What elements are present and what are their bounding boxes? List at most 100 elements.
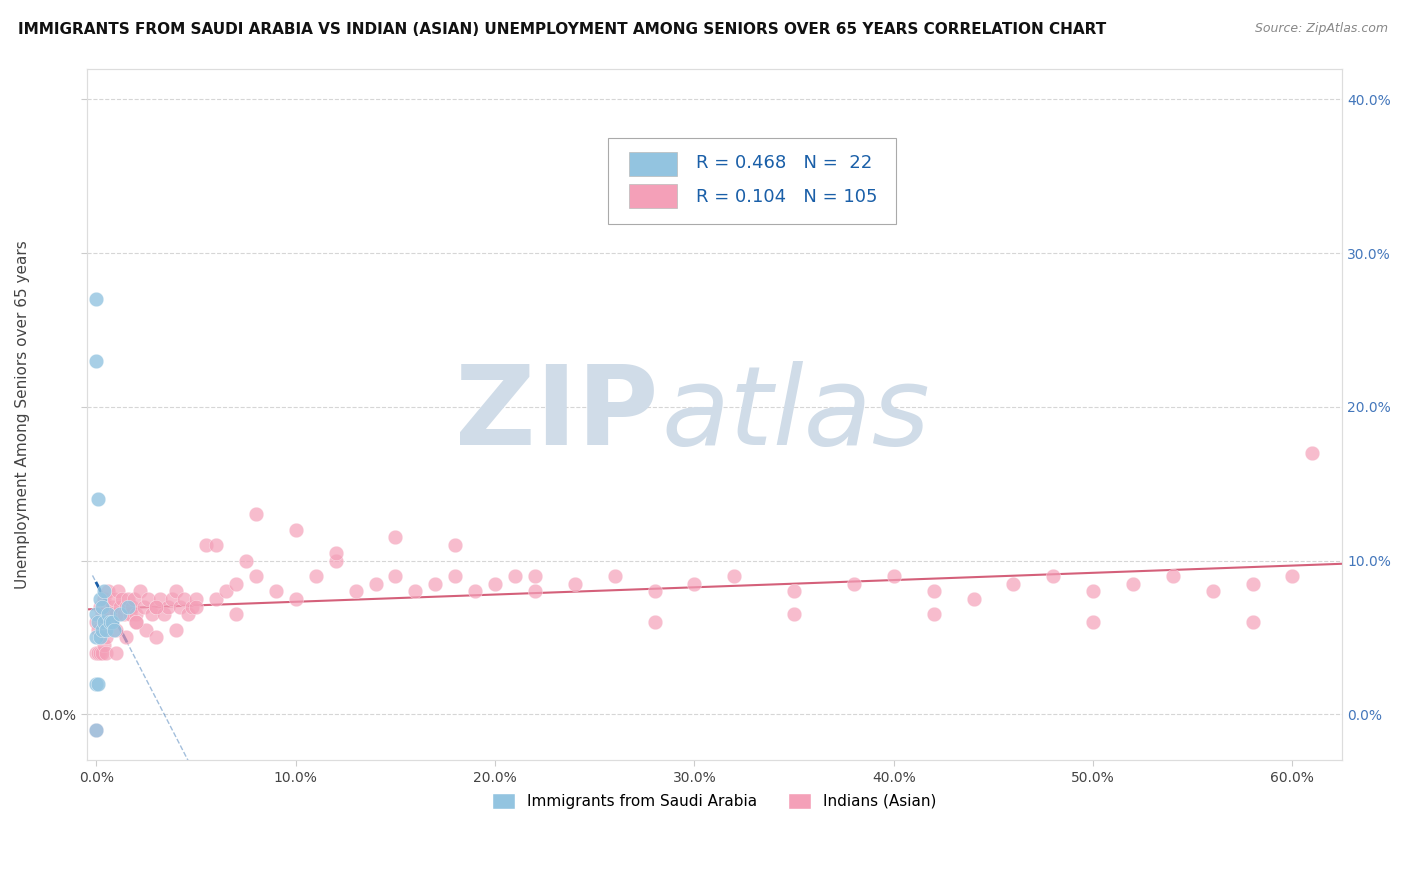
FancyBboxPatch shape — [628, 152, 676, 176]
Point — [883, 569, 905, 583]
Point — [97, 607, 120, 622]
Point — [723, 569, 745, 583]
Point — [89, 631, 111, 645]
Point — [162, 591, 184, 606]
Point — [153, 607, 176, 622]
Point — [145, 599, 167, 614]
Point — [96, 615, 118, 629]
Point — [1122, 576, 1144, 591]
Point — [86, 607, 108, 622]
Point — [120, 607, 142, 622]
Point — [134, 599, 156, 614]
Point — [1301, 446, 1323, 460]
Text: R = 0.104   N = 105: R = 0.104 N = 105 — [696, 187, 877, 205]
Point — [305, 569, 328, 583]
Point — [235, 553, 257, 567]
Point — [1081, 615, 1104, 629]
Point — [842, 576, 865, 591]
Point — [169, 599, 191, 614]
Point — [105, 623, 128, 637]
Point — [125, 615, 148, 629]
Point — [105, 607, 128, 622]
Text: IMMIGRANTS FROM SAUDI ARABIA VS INDIAN (ASIAN) UNEMPLOYMENT AMONG SENIORS OVER 6: IMMIGRANTS FROM SAUDI ARABIA VS INDIAN (… — [18, 22, 1107, 37]
Point — [89, 646, 111, 660]
Point — [444, 538, 467, 552]
Point — [484, 576, 506, 591]
Point — [325, 546, 347, 560]
Point — [364, 576, 387, 591]
Point — [284, 591, 307, 606]
Point — [177, 607, 200, 622]
Point — [1241, 576, 1264, 591]
Point — [86, 353, 108, 368]
Point — [464, 584, 486, 599]
Point — [425, 576, 447, 591]
Point — [100, 607, 122, 622]
Point — [129, 584, 152, 599]
Point — [157, 599, 180, 614]
Point — [1002, 576, 1025, 591]
Point — [1161, 569, 1184, 583]
Point — [86, 615, 108, 629]
Point — [524, 584, 547, 599]
Point — [962, 591, 984, 606]
Point — [225, 576, 247, 591]
Point — [564, 576, 586, 591]
Point — [205, 538, 228, 552]
Point — [103, 623, 125, 637]
Point — [444, 569, 467, 583]
Point — [186, 591, 208, 606]
Point — [165, 623, 187, 637]
Point — [644, 584, 666, 599]
Point — [117, 599, 139, 614]
Point — [195, 538, 218, 552]
Point — [922, 607, 945, 622]
Point — [112, 607, 135, 622]
Point — [91, 623, 114, 637]
Point — [503, 569, 526, 583]
Point — [1042, 569, 1064, 583]
Point — [110, 607, 132, 622]
Point — [111, 591, 134, 606]
Point — [264, 584, 287, 599]
Text: Source: ZipAtlas.com: Source: ZipAtlas.com — [1254, 22, 1388, 36]
Point — [97, 584, 120, 599]
Point — [91, 599, 114, 614]
Point — [115, 599, 138, 614]
Point — [100, 615, 122, 629]
Point — [1241, 615, 1264, 629]
Point — [384, 569, 406, 583]
Point — [115, 631, 138, 645]
Point — [125, 607, 148, 622]
Point — [284, 523, 307, 537]
Text: atlas: atlas — [662, 361, 931, 468]
Point — [89, 599, 111, 614]
Point — [145, 631, 167, 645]
Point — [107, 584, 129, 599]
Point — [1281, 569, 1303, 583]
Point — [87, 615, 110, 629]
Point — [96, 631, 118, 645]
Point — [783, 607, 806, 622]
Point — [93, 591, 115, 606]
Point — [141, 607, 163, 622]
Y-axis label: Unemployment Among Seniors over 65 years: Unemployment Among Seniors over 65 years — [15, 240, 30, 589]
Text: R = 0.468   N =  22: R = 0.468 N = 22 — [696, 154, 872, 172]
Point — [644, 615, 666, 629]
Point — [683, 576, 706, 591]
Point — [96, 623, 118, 637]
Point — [125, 615, 148, 629]
Point — [87, 491, 110, 506]
Point — [124, 591, 146, 606]
Point — [245, 508, 267, 522]
Point — [121, 599, 143, 614]
Point — [404, 584, 426, 599]
Point — [524, 569, 547, 583]
Point — [93, 584, 115, 599]
Point — [384, 531, 406, 545]
Point — [86, 723, 108, 737]
Point — [105, 646, 128, 660]
Point — [922, 584, 945, 599]
Text: ZIP: ZIP — [454, 361, 658, 468]
FancyBboxPatch shape — [628, 184, 676, 208]
